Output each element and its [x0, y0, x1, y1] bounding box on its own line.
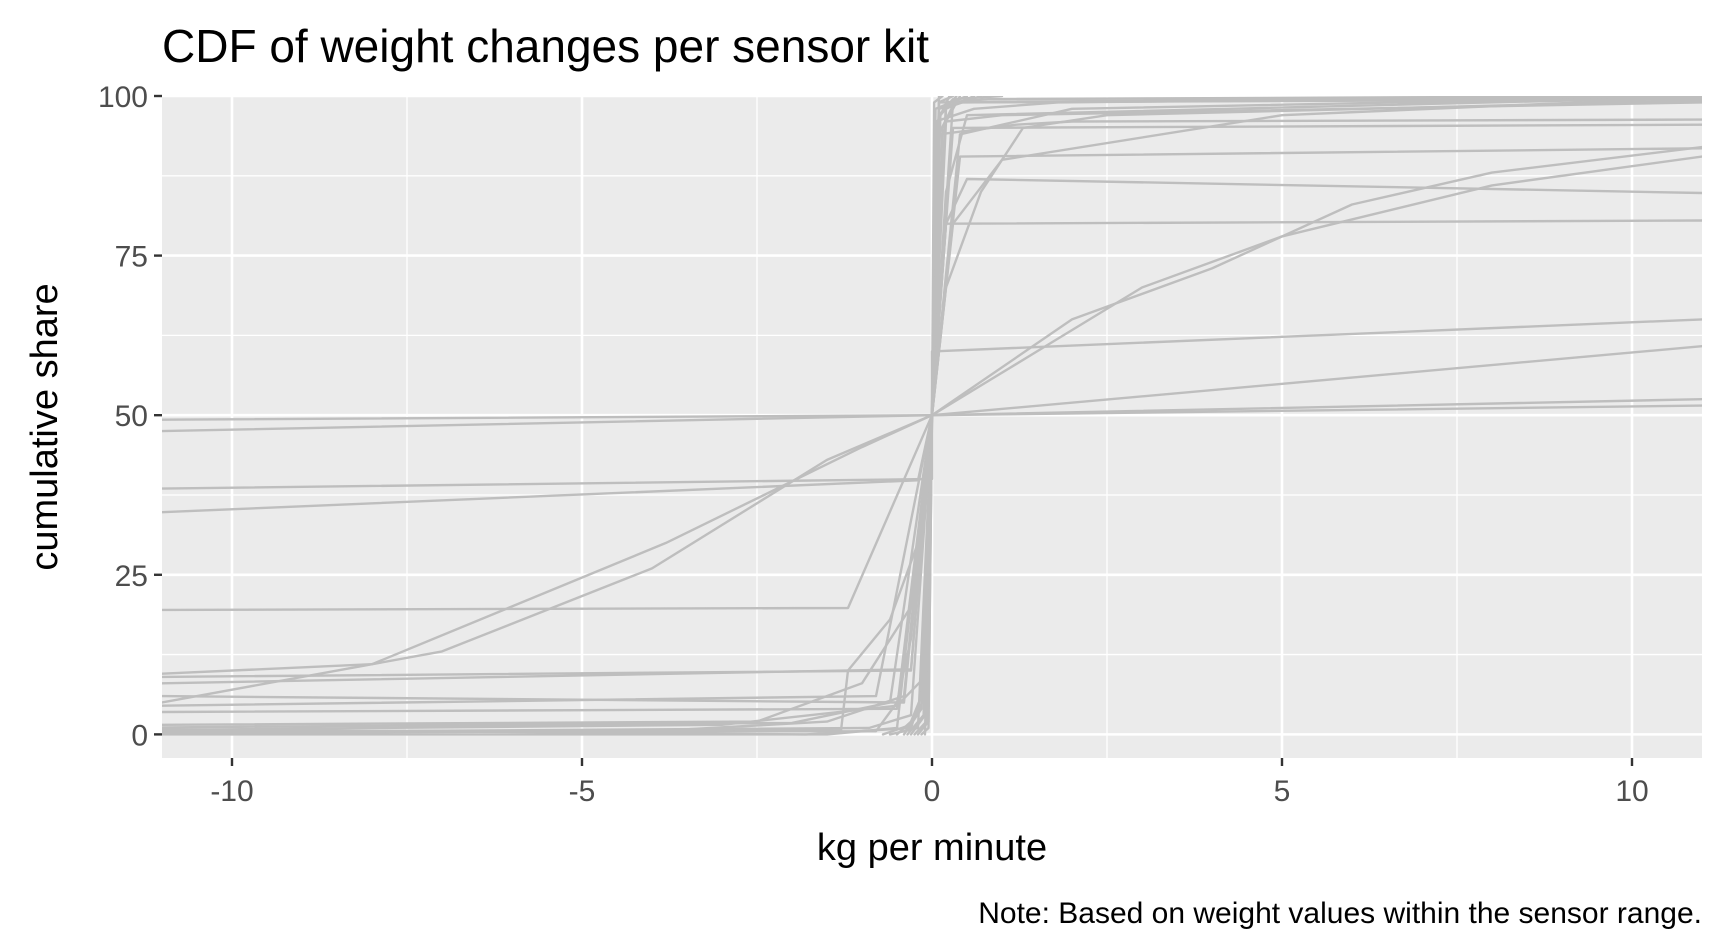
x-tick-label: -5 — [569, 775, 596, 808]
cdf-series-line — [162, 155, 1702, 704]
cdf-series-line — [906, 96, 958, 736]
chart-title: CDF of weight changes per sensor kit — [162, 20, 929, 72]
cdf-series-lines — [162, 96, 1702, 736]
x-axis: -10 -5 0 5 10 — [210, 758, 1649, 808]
x-tick-label: -10 — [210, 775, 253, 808]
y-tick-label: 0 — [131, 719, 148, 752]
y-tick-label: 100 — [98, 81, 148, 114]
y-tick-label: 75 — [115, 241, 148, 274]
y-tick-label: 25 — [115, 560, 148, 593]
cdf-series-line — [162, 96, 1702, 733]
cdf-series-line — [162, 96, 1702, 736]
y-axis: 0 25 50 75 100 — [98, 81, 162, 752]
y-tick-label: 50 — [115, 400, 148, 433]
x-tick-label: 0 — [924, 775, 941, 808]
x-axis-title: kg per minute — [817, 827, 1047, 869]
x-tick-label: 5 — [1274, 775, 1291, 808]
chart-caption: Note: Based on weight values within the … — [978, 897, 1702, 930]
x-tick-label: 10 — [1615, 775, 1648, 808]
y-axis-title: cumulative share — [24, 283, 66, 570]
